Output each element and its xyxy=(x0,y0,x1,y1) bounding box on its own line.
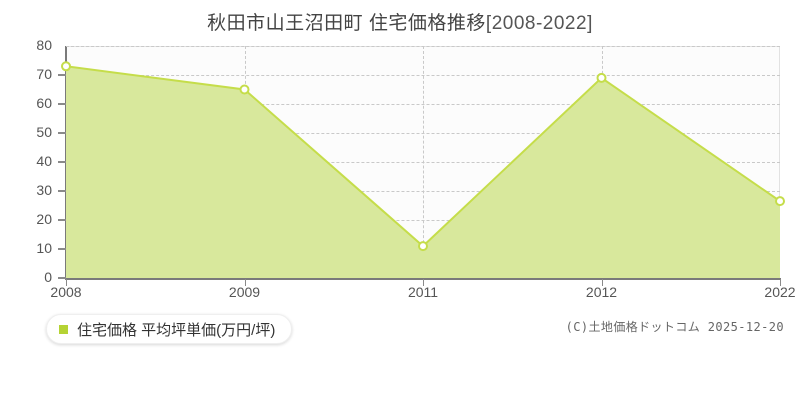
y-tick-mark xyxy=(58,219,66,221)
y-tick-label: 40 xyxy=(36,153,52,169)
y-tick-label: 50 xyxy=(36,124,52,140)
legend-label: 住宅価格 平均坪単価(万円/坪) xyxy=(77,321,276,339)
x-tick-label: 2008 xyxy=(50,284,82,300)
legend-swatch-icon xyxy=(59,324,68,334)
y-tick-label: 70 xyxy=(36,66,52,82)
y-tick-mark xyxy=(58,132,66,134)
y-tick-mark xyxy=(58,248,66,250)
y-tick-label: 80 xyxy=(36,37,52,53)
x-tick-mark xyxy=(780,279,781,286)
x-gridline xyxy=(423,46,424,278)
y-tick-mark xyxy=(58,190,66,192)
y-tick-label: 10 xyxy=(36,240,52,256)
page-title-main: 秋田市山王沼田町 住宅価格推移 xyxy=(207,13,486,34)
y-tick-label: 20 xyxy=(36,211,52,227)
x-tick-label: 2009 xyxy=(228,284,261,300)
x-tick-mark xyxy=(66,279,67,286)
y-tick-mark xyxy=(58,74,66,76)
page-title-range: [2008-2022] xyxy=(485,13,593,34)
data-point-marker[interactable] xyxy=(62,62,70,70)
x-tick-label: 2022 xyxy=(764,284,796,300)
x-tick-label: 2011 xyxy=(407,284,439,300)
y-tick-mark xyxy=(58,277,66,279)
y-tick-label: 60 xyxy=(36,95,52,111)
series-area-fill xyxy=(66,66,780,278)
data-point-marker[interactable] xyxy=(419,242,427,250)
y-tick-label: 30 xyxy=(36,182,52,198)
x-tick-label: 2012 xyxy=(585,284,618,300)
y-tick-mark xyxy=(58,103,66,105)
x-tick-mark xyxy=(601,279,603,286)
data-point-marker[interactable] xyxy=(598,74,606,82)
y-tick-label: 0 xyxy=(44,269,52,285)
data-point-marker[interactable] xyxy=(776,197,784,205)
data-point-markers xyxy=(66,46,780,278)
legend[interactable]: 住宅価格 平均坪単価(万円/坪) xyxy=(46,314,293,344)
x-tick-mark xyxy=(244,279,246,286)
page-title: 秋田市山王沼田町 住宅価格推移[2008-2022] xyxy=(0,8,800,35)
copyright-footer: (C)土地価格ドットコム 2025-12-20 xyxy=(565,320,784,334)
data-point-marker[interactable] xyxy=(241,86,249,94)
x-tick-mark xyxy=(423,279,424,286)
y-tick-mark xyxy=(58,161,66,163)
